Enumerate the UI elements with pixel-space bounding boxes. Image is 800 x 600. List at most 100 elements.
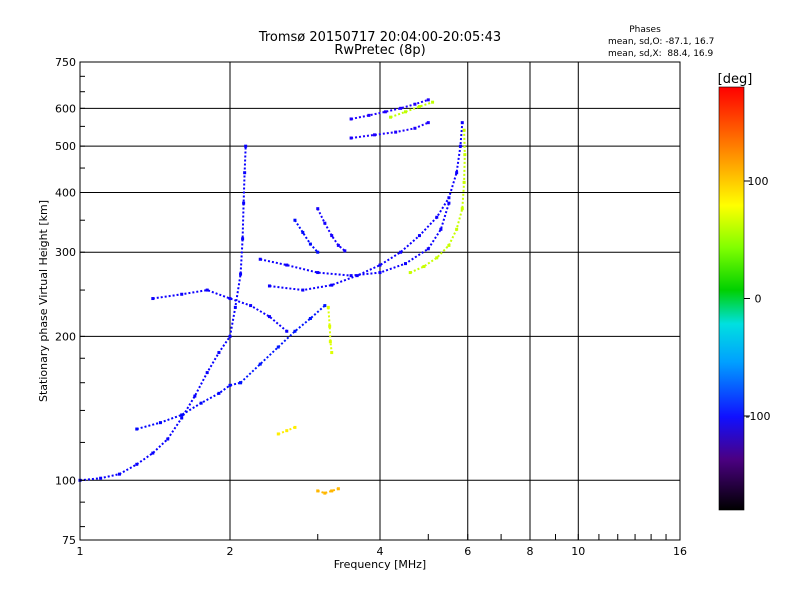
data-point (399, 106, 403, 110)
data-point (328, 340, 332, 344)
data-point (426, 98, 430, 102)
data-trace (79, 146, 247, 482)
data-point (383, 110, 387, 114)
data-trace (152, 289, 288, 333)
data-point (217, 391, 221, 395)
x-axis-ticks: 1 2 4 6 8 10 16 (77, 534, 687, 558)
data-point (389, 115, 393, 119)
data-point (293, 425, 297, 429)
data-point (151, 451, 155, 455)
data-point (135, 427, 139, 431)
data-point (328, 324, 332, 328)
data-point (367, 113, 371, 117)
data-trace (259, 202, 450, 277)
y-tick-label: 200 (55, 330, 76, 343)
data-point (422, 265, 426, 269)
data-point (343, 249, 347, 253)
data-trace (239, 304, 326, 384)
data-point (228, 383, 232, 387)
x-tick-label: 16 (673, 545, 687, 558)
stats-title: Phases (629, 25, 661, 35)
y-axis-ticks: 75 100 200 300 400 500 600 750 (55, 56, 85, 547)
y-tick-label: 300 (55, 246, 76, 259)
data-point (399, 250, 403, 254)
data-trace (390, 101, 433, 119)
data-point (326, 305, 330, 309)
data-point (180, 413, 184, 417)
data-point (323, 491, 327, 495)
y-tick-label: 75 (62, 534, 76, 547)
data-point (135, 462, 139, 466)
data-point (435, 256, 439, 260)
y-tick-label: 100 (55, 474, 76, 487)
y-tick-label: 750 (55, 56, 76, 69)
data-point (403, 110, 407, 114)
stats-line-o: mean, sd,O: -87.1, 16.7 (608, 37, 714, 47)
data-point (228, 297, 232, 301)
y-tick-label: 600 (55, 102, 76, 115)
data-point (285, 263, 289, 267)
stats-line-x: mean, sd,X: 88.4, 16.9 (608, 49, 714, 59)
data-point (205, 288, 209, 292)
data-point (276, 345, 280, 349)
data-point (455, 171, 459, 175)
data-point (117, 472, 121, 476)
data-trace (294, 219, 319, 253)
data-point (258, 362, 262, 366)
data-trace (409, 130, 466, 274)
data-point (447, 201, 451, 205)
y-tick-label: 500 (55, 140, 76, 153)
data-point (439, 227, 443, 231)
data-trace (316, 208, 346, 252)
data-point (293, 329, 297, 333)
data-trace (269, 122, 464, 292)
data-trace (350, 121, 429, 139)
data-trace (317, 487, 339, 495)
data-point (417, 105, 421, 109)
data-point (462, 128, 466, 132)
data-point (330, 283, 334, 287)
colorbar-tick-label: 0 (755, 293, 762, 306)
x-tick-label: 8 (527, 545, 534, 558)
data-point (242, 201, 246, 205)
grid-lines (80, 62, 680, 540)
data-point (349, 136, 353, 140)
data-point (330, 489, 334, 493)
x-axis-label: Frequency [MHz] (334, 558, 426, 571)
data-point (241, 237, 245, 241)
data-trace (277, 426, 296, 435)
data-point (378, 263, 382, 267)
data-point (239, 272, 243, 276)
colorbar-tick-label: 100 (748, 175, 769, 188)
colorbar-label: [deg] (718, 72, 753, 87)
data-trace (136, 381, 241, 430)
data-point (336, 243, 340, 247)
data-point (426, 121, 430, 125)
data-point (193, 394, 197, 398)
colorbar-tick-label: -100 (746, 410, 771, 423)
x-tick-label: 6 (464, 545, 471, 558)
colorbar (718, 86, 745, 511)
data-point (308, 316, 312, 320)
y-tick-label: 400 (55, 186, 76, 199)
data-point (447, 243, 451, 247)
data-point (316, 250, 320, 254)
data-point (355, 274, 359, 278)
x-tick-label: 10 (571, 545, 585, 558)
data-point (323, 304, 327, 308)
data-point (267, 315, 271, 319)
colorbar-ticks: 100 0 -100 (744, 175, 770, 423)
x-tick-label: 4 (377, 545, 384, 558)
chart-title: Tromsø 20150717 20:04:00-20:05:43 (258, 30, 501, 45)
data-point (373, 133, 377, 137)
x-tick-label: 2 (227, 545, 234, 558)
data-point (426, 247, 430, 251)
data-trace (327, 307, 333, 353)
chart-subtitle: RwPretec (8p) (334, 43, 425, 58)
data-point (460, 207, 464, 211)
data-point (267, 284, 271, 288)
data-point (301, 230, 305, 234)
data-points (78, 98, 467, 495)
data-point (166, 437, 170, 441)
